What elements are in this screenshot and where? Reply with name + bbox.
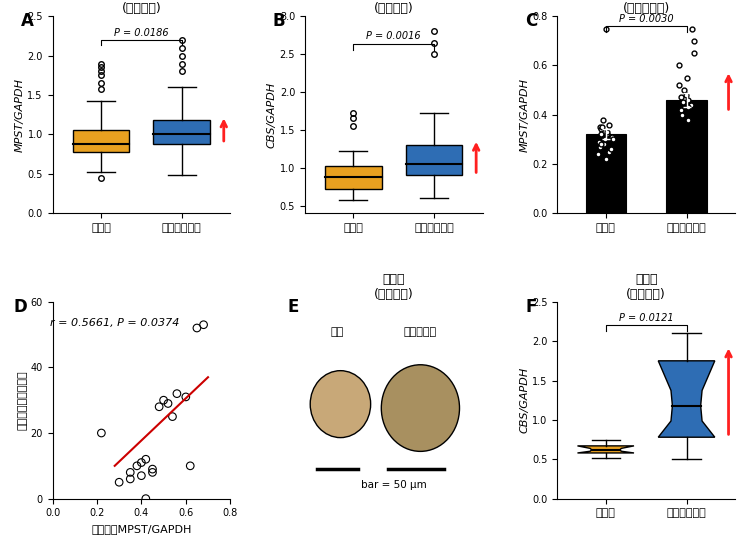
Y-axis label: CBS/GAPDH: CBS/GAPDH (519, 367, 530, 433)
Point (95, 429, 107, 437)
Text: r = 0.5661, P = 0.0374: r = 0.5661, P = 0.0374 (50, 318, 179, 327)
Title: 神经球
(基因表达): 神经球 (基因表达) (626, 273, 666, 301)
Bar (586, 134, 626, 213)
Point (146, 465, 158, 474)
Title: 死后大脑
(基因表达): 死后大脑 (基因表达) (374, 0, 414, 15)
Point (162, 399, 174, 408)
Point (140, 494, 152, 503)
Point (140, 455, 152, 463)
Circle shape (310, 371, 370, 437)
Title: 神経球
(細胞図像): 神経球 (細胞図像) (374, 273, 414, 301)
Point (184, 461, 196, 470)
Point (135, 458, 147, 467)
Bar (666, 100, 706, 213)
Text: bar = 50 μm: bar = 50 μm (361, 480, 427, 490)
Y-axis label: MPST/GAPDH: MPST/GAPDH (520, 78, 530, 152)
Text: E: E (287, 298, 298, 316)
Title: 死后大脑
(基因表达): 死后大脑 (基因表达) (122, 0, 161, 15)
Y-axis label: CBS/GAPDH: CBS/GAPDH (267, 82, 277, 148)
Point (158, 396, 170, 404)
Point (180, 392, 192, 401)
Point (166, 412, 178, 421)
Polygon shape (578, 446, 634, 453)
FancyBboxPatch shape (406, 145, 463, 175)
Text: F: F (525, 298, 537, 316)
Y-axis label: MPST/GAPDH: MPST/GAPDH (14, 78, 25, 152)
Point (124, 475, 136, 483)
X-axis label: 死后大脑MPST/GAPDH: 死后大脑MPST/GAPDH (92, 524, 191, 534)
FancyBboxPatch shape (154, 120, 210, 144)
Text: A: A (20, 12, 34, 30)
Text: P = 0.0186: P = 0.0186 (114, 28, 169, 38)
Text: B: B (273, 12, 286, 30)
FancyBboxPatch shape (73, 131, 129, 152)
FancyBboxPatch shape (325, 166, 382, 189)
Point (113, 478, 125, 487)
Point (197, 320, 209, 329)
Title: 死后大脑
(蛋白质表达): 死后大脑 (蛋白质表达) (622, 0, 670, 15)
Point (135, 472, 147, 480)
Point (153, 402, 165, 411)
Circle shape (381, 365, 460, 451)
Text: 対照: 対照 (330, 327, 344, 337)
Polygon shape (658, 361, 715, 437)
Y-axis label: 生前临床症状严重度: 生前临床症状严重度 (18, 370, 28, 430)
Text: P = 0.0121: P = 0.0121 (619, 313, 674, 324)
Point (131, 461, 143, 470)
Text: 統合失調症: 統合失調症 (404, 327, 437, 337)
Point (146, 468, 158, 477)
Text: P = 0.0030: P = 0.0030 (619, 14, 674, 24)
Point (191, 324, 203, 332)
Text: C: C (525, 12, 538, 30)
Text: D: D (13, 298, 27, 316)
Point (171, 389, 183, 398)
Text: P = 0.0016: P = 0.0016 (367, 31, 421, 41)
Point (124, 468, 136, 477)
